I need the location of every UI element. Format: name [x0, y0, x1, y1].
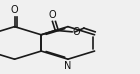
Text: O: O: [49, 10, 56, 20]
Text: O: O: [11, 5, 18, 15]
Text: O: O: [73, 27, 80, 37]
Text: N: N: [64, 61, 72, 71]
